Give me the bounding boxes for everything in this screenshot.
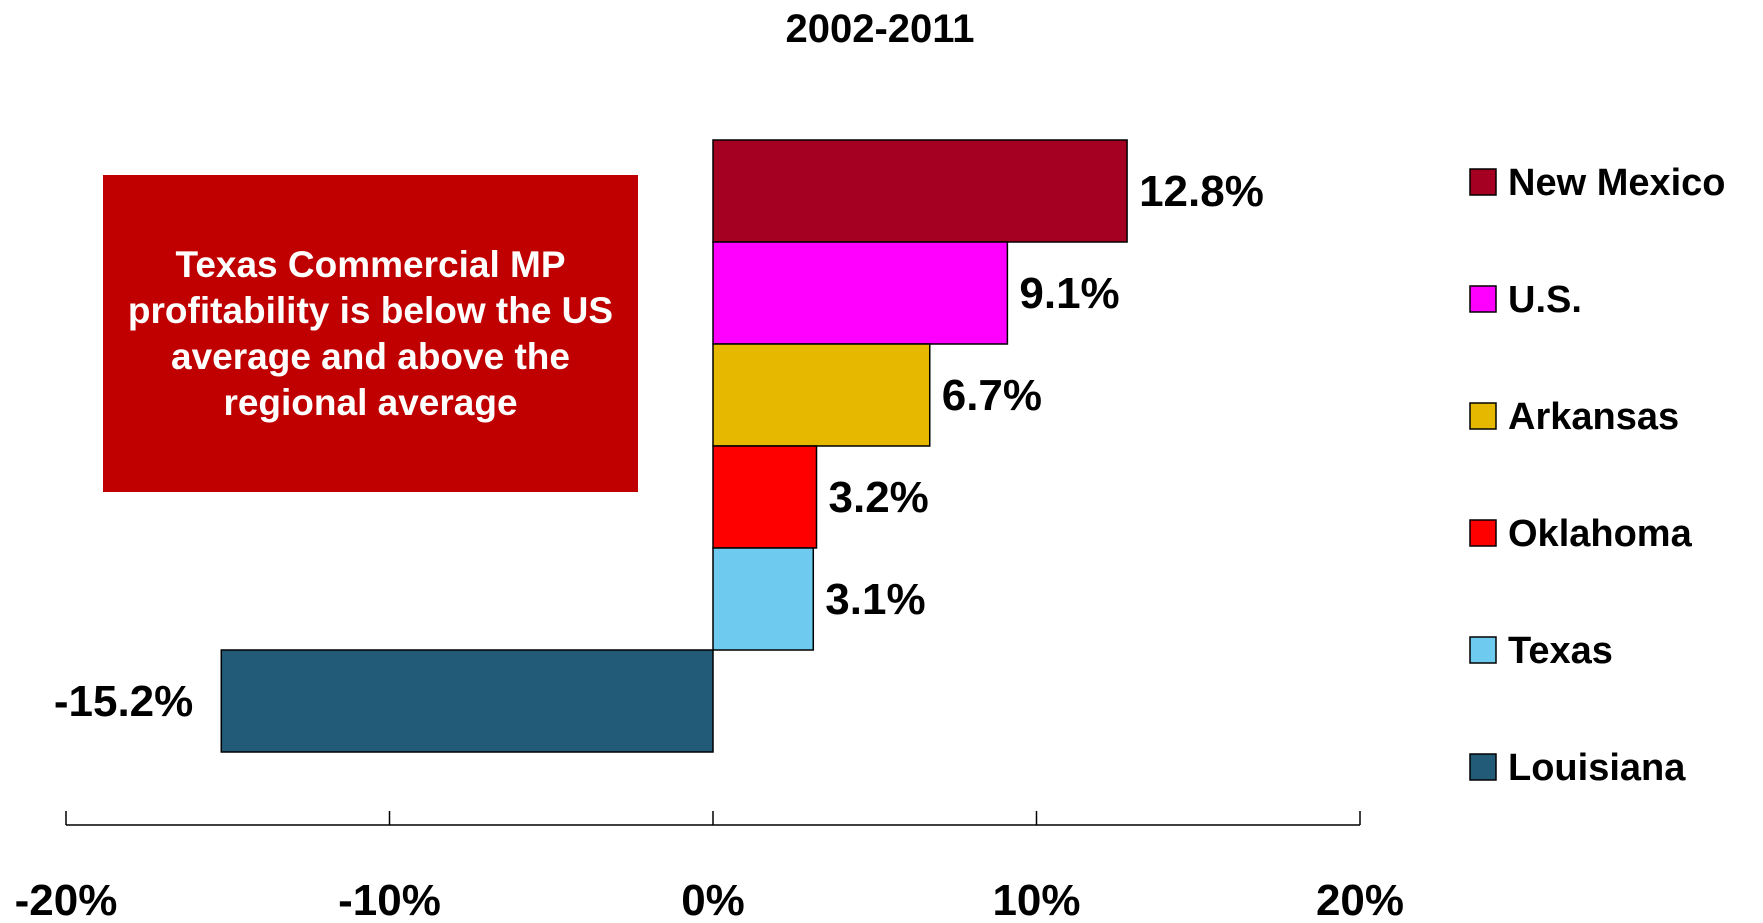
data-label: 6.7%: [942, 371, 1042, 420]
callout-text: Texas Commercial MP profitability is bel…: [127, 243, 614, 423]
legend-label: U.S.: [1508, 279, 1582, 321]
data-label: 3.2%: [829, 473, 929, 522]
bar-oklahoma: [712, 445, 818, 549]
legend-swatch: [1469, 753, 1497, 781]
x-tick-label: 0%: [681, 876, 745, 923]
x-tick-label: 20%: [1316, 876, 1404, 923]
chart-title: 2002-2011: [785, 7, 974, 51]
legend-swatch: [1469, 285, 1497, 313]
x-tick-label: -20%: [15, 876, 118, 923]
x-tick-label: 10%: [992, 876, 1080, 923]
data-label: 9.1%: [1019, 269, 1119, 318]
data-label: -15.2%: [54, 677, 193, 726]
bar-texas: [712, 547, 815, 651]
bar-arkansas: [712, 343, 931, 447]
legend-label: Oklahoma: [1508, 513, 1693, 555]
legend-label: Louisiana: [1508, 747, 1686, 789]
data-label: 12.8%: [1139, 167, 1264, 216]
x-tick-label: -10%: [338, 876, 441, 923]
legend-swatch: [1469, 636, 1497, 664]
legend-swatch: [1469, 168, 1497, 196]
legend-swatch: [1469, 402, 1497, 430]
callout-box: Texas Commercial MP profitability is bel…: [103, 175, 638, 492]
bar-u-s: [712, 241, 1009, 345]
legend-label: Texas: [1508, 630, 1613, 672]
bar-louisiana: [220, 649, 714, 753]
data-label: 3.1%: [825, 575, 925, 624]
legend-swatch: [1469, 519, 1497, 547]
legend-label: Arkansas: [1508, 396, 1679, 438]
legend-label: New Mexico: [1508, 162, 1726, 204]
bar-new-mexico: [712, 139, 1128, 243]
